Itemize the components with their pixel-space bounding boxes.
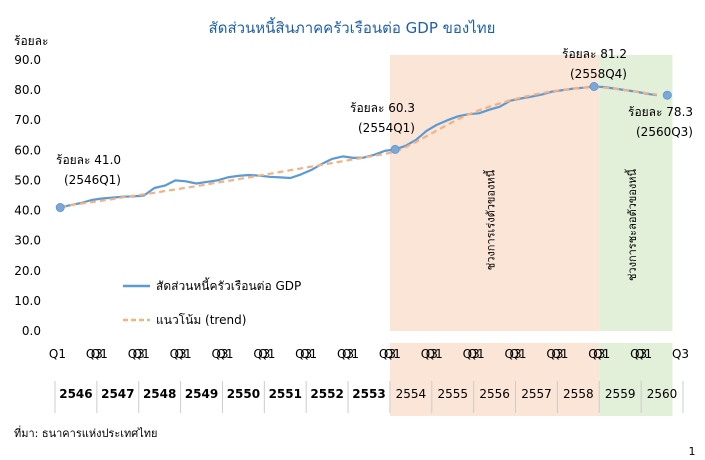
- point-annotation-period: (2546Q1): [64, 173, 121, 187]
- x-tick-quarter: Q1: [635, 347, 652, 361]
- x-tick-quarter: Q3: [505, 347, 522, 361]
- x-tick-year: 2546: [59, 387, 92, 401]
- x-tick-year: 2559: [605, 387, 636, 401]
- region-1: [389, 55, 600, 331]
- x-tick-quarter: Q3: [86, 347, 103, 361]
- x-tick-year: 2556: [479, 387, 510, 401]
- point-annotation: ร้อยละ 78.3: [628, 105, 693, 119]
- y-tick-label: 90.0: [14, 53, 41, 67]
- chart-title: สัดส่วนหนี้สินภาคครัวเรือนต่อ GDP ของไทย: [209, 17, 496, 37]
- x-tick-quarter: Q3: [128, 347, 145, 361]
- x-tick-year: 2560: [647, 387, 678, 401]
- x-tick-year: 2548: [143, 387, 176, 401]
- x-tick-quarter: Q1: [384, 347, 401, 361]
- x-tick-quarter: Q1: [258, 347, 275, 361]
- y-tick-label: 30.0: [14, 234, 41, 248]
- x-tick-year: 2549: [185, 387, 218, 401]
- legend: สัดส่วนหนี้ครัวเรือนต่อ GDP แนวโน้ม (tren…: [123, 277, 301, 327]
- annotations: ร้อยละ 41.0 (2546Q1) ร้อยละ 60.3 (2554Q1) ร้…: [56, 47, 693, 281]
- x-tick-year: 2547: [101, 387, 134, 401]
- x-tick-quarter: Q1: [216, 347, 233, 361]
- x-tick-quarter: Q3: [295, 347, 312, 361]
- region-label: ช่วงการเร่งตัวของหนี้: [483, 169, 498, 270]
- x-tick-quarter: Q1: [133, 347, 150, 361]
- y-tick-label: 20.0: [14, 264, 41, 278]
- x-tick-quarter: Q3: [672, 347, 689, 361]
- x-tick-quarter: Q1: [300, 347, 317, 361]
- region-label: ช่วงการชะลอตัวของหนี้: [624, 168, 639, 281]
- highlight-point: [662, 90, 672, 100]
- x-tick-quarter: Q3: [337, 347, 354, 361]
- x-tick-quarter: Q3: [253, 347, 270, 361]
- x-tick-year: 2551: [269, 387, 302, 401]
- legend-label: สัดส่วนหนี้ครัวเรือนต่อ GDP: [156, 277, 301, 293]
- x-tick-year: 2557: [521, 387, 552, 401]
- region-2: [599, 55, 673, 331]
- x-tick-year: 2555: [437, 387, 468, 401]
- source-note: ที่มา: ธนาคารแห่งประเทศไทย: [14, 425, 157, 440]
- point-annotation: ร้อยละ 41.0: [56, 153, 121, 167]
- point-annotation-period: (2554Q1): [358, 121, 415, 135]
- series-line-2: [60, 85, 657, 208]
- x-tick-year: 2558: [563, 387, 594, 401]
- y-tick-label: 80.0: [14, 83, 41, 97]
- x-tick-quarter: Q1: [551, 347, 568, 361]
- highlight-point: [55, 203, 65, 213]
- point-annotation: ร้อยละ 81.2: [562, 47, 627, 61]
- x-tick-quarter: Q3: [421, 347, 438, 361]
- y-tick-label: 10.0: [14, 294, 41, 308]
- x-tick-year: 2552: [310, 387, 343, 401]
- x-tick-quarter: Q3: [463, 347, 480, 361]
- y-tick-label: 70.0: [14, 113, 41, 127]
- axes: 0.0 10.0 20.0 30.0 40.0 50.0 60.0 70.0 80.0 90.0 Q…: [14, 53, 689, 413]
- x-tick-quarter: Q1: [426, 347, 443, 361]
- series-lines: [59, 85, 657, 209]
- y-tick-label: 50.0: [14, 173, 41, 187]
- x-tick-quarter: Q1: [509, 347, 526, 361]
- y-tick-label: 60.0: [14, 143, 41, 157]
- legend-label: แนวโน้ม (trend): [156, 313, 246, 327]
- x-tick-quarter: Q1: [175, 347, 192, 361]
- y-tick-label: 0.0: [22, 324, 41, 338]
- y-tick-label: 40.0: [14, 204, 41, 218]
- region-axis-band-1: [389, 343, 600, 416]
- point-annotation: ร้อยละ 60.3: [350, 101, 415, 115]
- x-tick-quarter: Q3: [588, 347, 605, 361]
- x-tick-quarter: Q3: [379, 347, 396, 361]
- x-tick-year: 2553: [352, 387, 385, 401]
- highlight-points: [55, 81, 672, 213]
- x-tick-year: 2554: [396, 387, 427, 401]
- x-tick-quarter: Q3: [546, 347, 563, 361]
- region-axis-band-2: [599, 343, 673, 416]
- x-tick-quarter: Q1: [593, 347, 610, 361]
- x-tick-quarter: Q3: [170, 347, 187, 361]
- x-tick-quarter: Q3: [630, 347, 647, 361]
- shaded-regions: [389, 55, 673, 416]
- point-annotation-period: (2560Q3): [636, 125, 693, 139]
- x-tick-quarter: Q1: [91, 347, 108, 361]
- point-annotation-period: (2558Q4): [570, 67, 627, 81]
- x-tick-quarter: Q1: [342, 347, 359, 361]
- x-tick-quarter: Q1: [468, 347, 485, 361]
- page-number: 1: [689, 445, 696, 458]
- x-tick-year: 2550: [227, 387, 260, 401]
- y-axis-label: ร้อยละ: [14, 34, 48, 48]
- x-tick-quarter: Q1: [49, 347, 66, 361]
- highlight-point: [589, 81, 599, 91]
- highlight-point: [390, 144, 400, 154]
- x-tick-quarter: Q3: [211, 347, 228, 361]
